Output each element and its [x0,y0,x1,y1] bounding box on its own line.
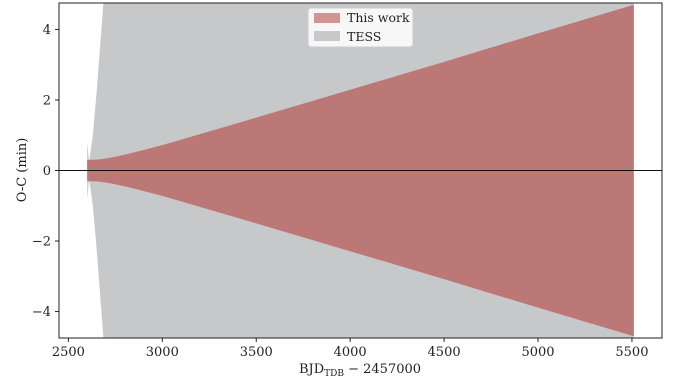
x-axis-label-main: BJD [299,362,324,377]
x-tick-label: 3500 [240,345,273,360]
legend-label-tess: TESS [347,29,381,44]
y-tick-label: 0 [43,164,51,179]
x-tick-label: 5500 [615,345,648,360]
x-tick-label: 4500 [428,345,461,360]
plot-area [87,3,634,338]
x-axis-label-subscript: TDB [324,369,344,379]
x-tick-label: 5000 [521,345,554,360]
x-axis-label: BJDTDB − 2457000 [299,362,421,379]
y-tick-label: 4 [43,23,51,38]
x-tick-label: 2500 [52,345,85,360]
x-tick-label: 4000 [334,345,367,360]
x-tick-label: 3000 [146,345,179,360]
y-tick-label: 2 [43,93,51,108]
legend: This work TESS [307,7,414,48]
x-axis: 2500 3000 3500 4000 4500 5000 5500 [52,338,648,360]
y-tick-label: −2 [32,235,51,250]
x-axis-label-suffix: − 2457000 [344,362,421,377]
y-tick-label: −4 [32,305,51,320]
legend-swatch-tess [314,31,340,41]
legend-swatch-this-work [314,13,340,23]
y-axis: −4 −2 0 2 4 [32,23,59,320]
y-axis-label: O-C (min) [15,138,30,203]
legend-label-this-work: This work [347,10,410,25]
